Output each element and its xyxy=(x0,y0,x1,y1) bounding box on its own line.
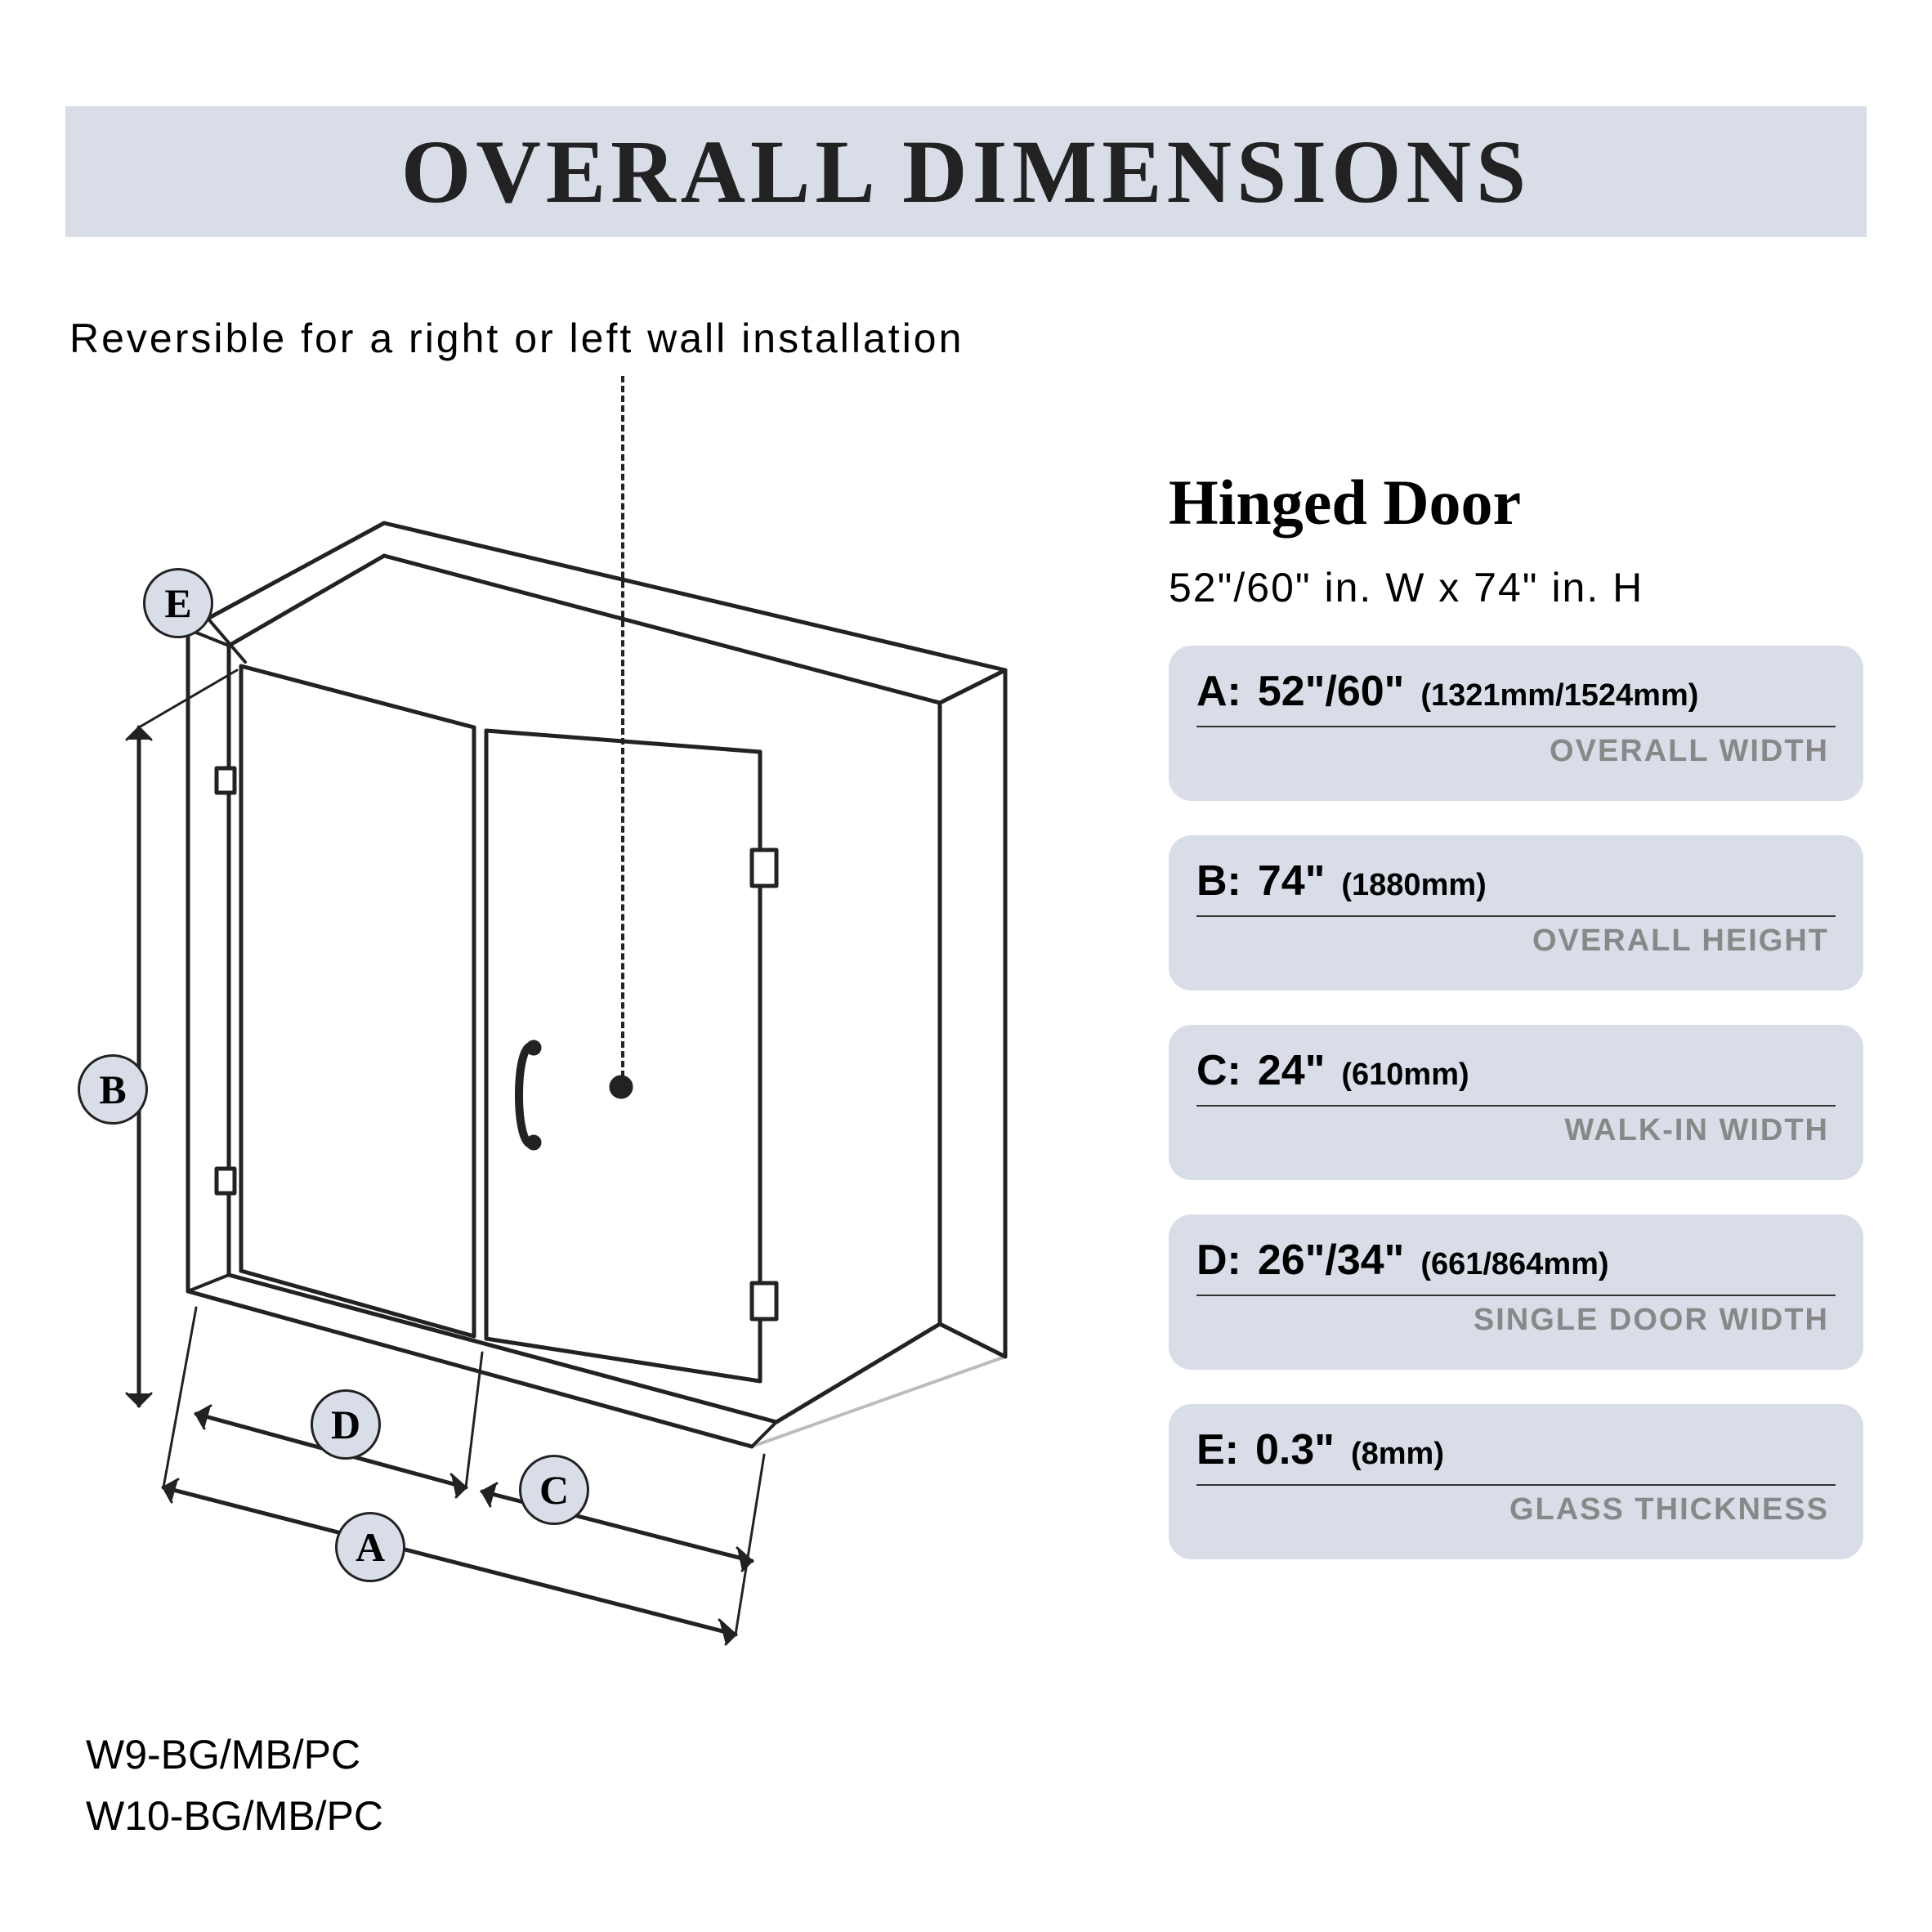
dim-main: D: 26"/34" (661/864mm) xyxy=(1196,1236,1836,1285)
dim-mm: (1321mm/1524mm) xyxy=(1420,678,1698,713)
badge-A: A xyxy=(335,1512,405,1582)
dim-label: OVERALL HEIGHT xyxy=(1196,924,1836,959)
page-title: OVERALL DIMENSIONS xyxy=(401,120,1531,224)
dim-value: 52"/60" xyxy=(1258,667,1404,716)
dim-key: C: xyxy=(1196,1046,1241,1095)
dim-card-A: A: 52"/60" (1321mm/1524mm) OVERALL WIDTH xyxy=(1169,646,1863,801)
dim-key: B: xyxy=(1196,856,1241,906)
badge-B: B xyxy=(78,1054,148,1125)
model-numbers: W9-BG/MB/PC W10-BG/MB/PC xyxy=(86,1724,383,1847)
dim-value: 74" xyxy=(1258,856,1326,906)
dim-mm: (661/864mm) xyxy=(1420,1247,1608,1282)
dim-main: C: 24" (610mm) xyxy=(1196,1046,1836,1095)
badge-E: E xyxy=(143,568,213,638)
dim-key: A: xyxy=(1196,667,1241,716)
dim-rule xyxy=(1196,915,1836,917)
badge-A-label: A xyxy=(356,1523,385,1571)
dim-rule xyxy=(1196,1105,1836,1107)
dim-main: A: 52"/60" (1321mm/1524mm) xyxy=(1196,667,1836,716)
dim-card-D: D: 26"/34" (661/864mm) SINGLE DOOR WIDTH xyxy=(1169,1214,1863,1370)
model-line: W9-BG/MB/PC xyxy=(86,1724,383,1786)
dim-card-B: B: 74" (1880mm) OVERALL HEIGHT xyxy=(1169,835,1863,991)
badge-E-label: E xyxy=(164,579,191,627)
dim-value: 26"/34" xyxy=(1258,1236,1404,1285)
model-line: W10-BG/MB/PC xyxy=(86,1786,383,1847)
dim-key: D: xyxy=(1196,1236,1241,1285)
badge-D-label: D xyxy=(331,1401,360,1448)
dim-rule xyxy=(1196,1295,1836,1296)
dim-label: SINGLE DOOR WIDTH xyxy=(1196,1303,1836,1338)
badge-C: C xyxy=(519,1455,589,1525)
dim-main: E: 0.3" (8mm) xyxy=(1196,1425,1836,1474)
dim-label: WALK-IN WIDTH xyxy=(1196,1113,1836,1148)
dim-value: 0.3" xyxy=(1255,1425,1335,1474)
badge-D: D xyxy=(311,1389,381,1460)
info-panel: Hinged Door 52"/60" in. W x 74" in. H A:… xyxy=(1169,466,1863,1559)
dim-value: 24" xyxy=(1258,1046,1326,1095)
dim-key: E: xyxy=(1196,1425,1239,1474)
dim-mm: (8mm) xyxy=(1351,1437,1444,1472)
dim-main: B: 74" (1880mm) xyxy=(1196,856,1836,906)
dim-rule xyxy=(1196,1484,1836,1486)
subtitle: Reversible for a right or left wall inst… xyxy=(69,315,964,362)
panel-heading: Hinged Door xyxy=(1169,466,1863,539)
dim-label: GLASS THICKNESS xyxy=(1196,1492,1836,1527)
panel-subheading: 52"/60" in. W x 74" in. H xyxy=(1169,564,1863,611)
badge-C-label: C xyxy=(539,1466,569,1514)
dim-rule xyxy=(1196,726,1836,727)
dim-label: OVERALL WIDTH xyxy=(1196,734,1836,769)
badge-B-label: B xyxy=(99,1066,126,1113)
dim-card-C: C: 24" (610mm) WALK-IN WIDTH xyxy=(1169,1025,1863,1180)
title-bar: OVERALL DIMENSIONS xyxy=(65,106,1867,237)
dim-mm: (610mm) xyxy=(1341,1058,1469,1093)
dim-card-E: E: 0.3" (8mm) GLASS THICKNESS xyxy=(1169,1404,1863,1559)
dim-mm: (1880mm) xyxy=(1341,868,1486,903)
